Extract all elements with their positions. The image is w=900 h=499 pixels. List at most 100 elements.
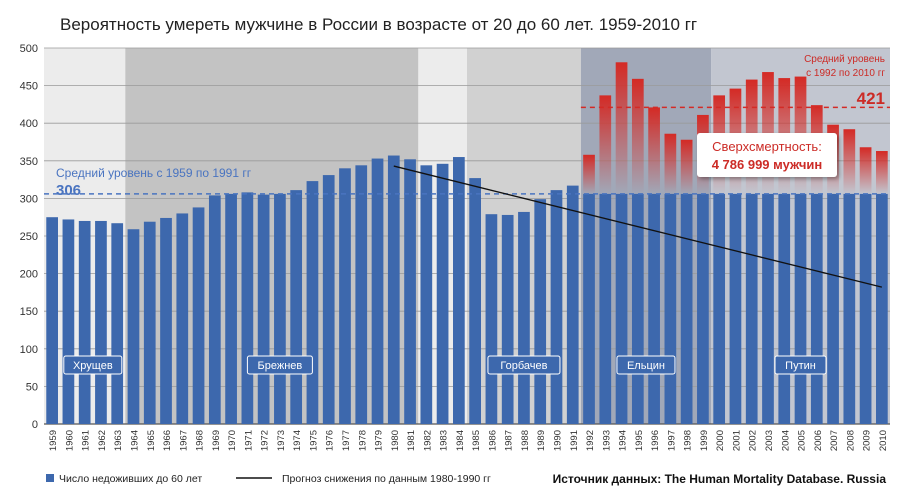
bar	[436, 163, 449, 425]
period-label-box	[616, 355, 676, 375]
x-tick-label: 1979	[374, 430, 385, 451]
avg2-label-1: Средний уровень	[804, 54, 885, 65]
y-tick-label: 150	[20, 306, 38, 318]
bar	[371, 158, 384, 424]
bar	[306, 181, 319, 424]
y-tick-label: 0	[32, 419, 38, 431]
x-tick-label: 1975	[308, 430, 319, 451]
bar	[713, 193, 726, 424]
excess-callout-box	[697, 133, 837, 177]
bar	[794, 193, 807, 424]
y-tick-label: 250	[20, 231, 38, 243]
x-tick-label: 2009	[862, 430, 873, 451]
x-tick-label: 1960	[64, 430, 75, 451]
bar	[843, 193, 856, 424]
x-tick-label: 1978	[357, 430, 368, 451]
x-tick-label: 1971	[243, 430, 254, 451]
x-tick-label: 1966	[162, 430, 173, 451]
x-tick-label: 1995	[634, 430, 645, 451]
bar-excess	[762, 72, 774, 194]
x-tick-label: 2008	[845, 430, 856, 451]
y-tick-label: 400	[20, 118, 38, 130]
legend-bar-label: Число недоживших до 60 лет	[59, 473, 202, 485]
bar	[176, 213, 189, 424]
bar	[485, 214, 498, 424]
bar	[78, 220, 91, 424]
bar	[599, 193, 612, 424]
y-axis-ticks: 0 50 100 150 200 250 300 350 400 450 500	[20, 43, 38, 431]
bar	[453, 157, 465, 425]
x-tick-label: 1968	[195, 430, 206, 451]
y-tick-label: 500	[20, 43, 38, 55]
period-label: Хрущев	[73, 360, 113, 372]
period-label: Ельцин	[627, 360, 665, 372]
period-label-box	[774, 355, 827, 375]
bar	[810, 193, 823, 424]
bar	[192, 207, 205, 424]
x-tick-label: 2003	[764, 430, 775, 451]
legend: Число недоживших до 60 лет Прогноз снижен…	[46, 472, 886, 486]
period-label-box	[63, 355, 123, 375]
bar-excess	[876, 151, 888, 194]
avg2-label-2: с 1992 по 2010 гг	[806, 68, 885, 79]
overlay: Средний уровень с 1959 по 1991 гг 306 Сред…	[44, 54, 890, 288]
period-label: Брежнев	[258, 360, 303, 372]
excess-value: 4 786 999 мужчин	[712, 157, 823, 172]
x-tick-label: 1976	[325, 430, 336, 451]
x-tick-label: 1996	[650, 430, 661, 451]
bar	[420, 165, 433, 424]
period-label: Горбачев	[500, 360, 547, 372]
bar	[680, 193, 693, 424]
bar	[225, 193, 237, 424]
bar	[762, 193, 774, 424]
y-tick-label: 200	[20, 269, 38, 281]
bar	[501, 214, 514, 424]
x-tick-label: 2005	[797, 430, 808, 451]
y-tick-label: 350	[20, 156, 38, 168]
bar	[387, 155, 400, 424]
bar-excess	[599, 95, 612, 194]
x-tick-label: 1994	[618, 430, 629, 451]
x-tick-label: 1964	[129, 430, 140, 451]
bar	[404, 159, 416, 424]
x-tick-label: 2002	[748, 430, 759, 451]
bar	[615, 193, 628, 424]
x-tick-label: 1969	[211, 430, 222, 451]
period-label-box	[487, 355, 561, 375]
x-axis-ticks: 1959 1960 1961 1962 1963 1964 1965 1966 1967 1968…	[48, 430, 889, 451]
bar	[566, 185, 579, 424]
x-tick-label: 1961	[81, 430, 92, 451]
y-tick-label: 100	[20, 344, 38, 356]
x-tick-label: 1977	[341, 430, 352, 451]
x-tick-label: 1959	[48, 430, 59, 451]
x-tick-label: 1974	[292, 430, 303, 451]
bar-excess	[631, 78, 644, 194]
x-tick-label: 1984	[455, 430, 466, 451]
x-tick-label: 1985	[471, 430, 482, 451]
x-tick-label: 2007	[829, 430, 840, 451]
bar	[208, 195, 221, 424]
y-tick-label: 300	[20, 193, 38, 205]
period-labels: Хрущев Брежнев Горбачев Ельцин Путин	[63, 355, 827, 375]
bar	[355, 165, 368, 424]
bar	[257, 194, 270, 424]
bar	[241, 192, 254, 424]
bar	[729, 193, 742, 424]
x-tick-label: 2000	[715, 430, 726, 451]
bar	[95, 220, 107, 424]
x-tick-label: 1993	[601, 430, 612, 451]
bar	[62, 219, 75, 424]
legend-line-label: Прогноз снижения по данным 1980-1990 гг	[282, 473, 491, 485]
bar-excess	[859, 147, 872, 194]
bar	[46, 217, 58, 424]
x-tick-label: 1989	[536, 430, 547, 451]
excess-label: Сверхсмертность:	[712, 139, 822, 154]
x-tick-label: 1987	[504, 430, 515, 451]
x-tick-label: 2004	[780, 430, 791, 451]
source-note: Источник данных: The Human Mortality Dat…	[553, 472, 887, 486]
bar	[518, 211, 530, 424]
avg2-value: 421	[857, 89, 885, 108]
avg1-value: 306	[56, 182, 81, 199]
avg1-label: Средний уровень с 1959 по 1991 гг	[56, 166, 252, 180]
